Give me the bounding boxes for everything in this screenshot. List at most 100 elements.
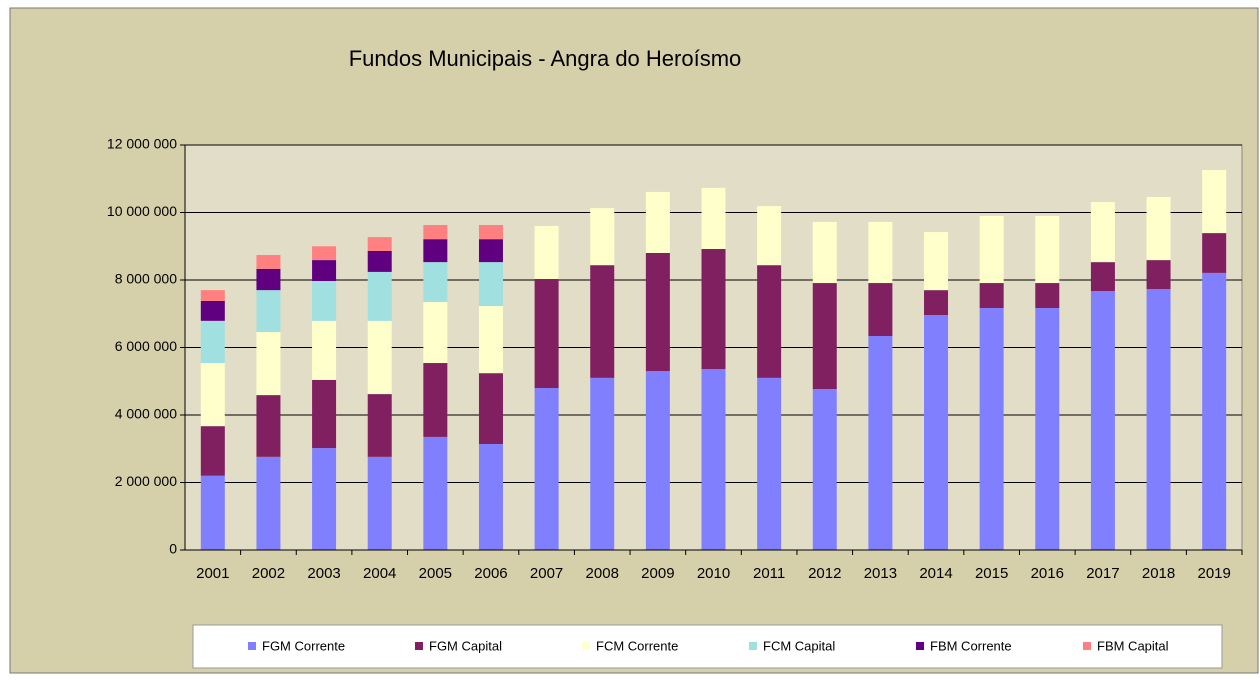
x-tick-label: 2013 [864,565,897,582]
bar-segment [200,320,225,364]
bar-segment [1035,215,1060,284]
x-tick-label: 2003 [307,565,340,582]
bar-segment [701,369,726,550]
bar-segment [645,253,670,372]
bar-segment [645,191,670,253]
bar-segment [868,283,893,337]
bar-segment [1090,262,1115,292]
y-tick-label: 12 000 000 [107,136,177,152]
bar-segment [478,262,503,306]
x-tick-label: 2009 [641,565,674,582]
y-tick-label: 10 000 000 [107,203,177,219]
bar-segment [256,255,281,269]
bar-segment [423,363,448,437]
bar-segment [924,232,949,291]
bar-segment [757,206,782,266]
bar-segment [979,283,1004,309]
bar-segment [423,262,448,302]
bar-segment [312,260,337,282]
bar-segment [1035,283,1060,309]
bar-segment [590,265,615,378]
bar-segment [423,436,448,550]
bar-segment [478,239,503,263]
bar-segment [200,300,225,321]
bar-segment [757,265,782,378]
y-tick-label: 6 000 000 [115,338,177,354]
bar-segment [367,456,392,550]
x-tick-label: 2005 [419,565,452,582]
x-tick-label: 2015 [975,565,1008,582]
bar-segment [200,426,225,476]
y-tick-label: 8 000 000 [115,271,177,287]
bar-segment [590,208,615,266]
bar-segment [868,336,893,550]
bar-segment [868,221,893,284]
bar-segment [1146,196,1171,261]
x-tick-label: 2007 [530,565,563,582]
legend-label: FBM Corrente [930,638,1012,653]
bar-segment [312,246,337,261]
x-tick-label: 2016 [1031,565,1064,582]
bar-segment [701,187,726,249]
bar-segment [200,475,225,550]
bar-segment [1035,308,1060,550]
bar-segment [924,315,949,550]
legend-swatch [1083,642,1091,650]
bar-segment [478,444,503,550]
bar-segment [423,224,448,240]
bar-segment [1090,291,1115,550]
bar-segment [812,283,837,390]
legend-label: FCM Corrente [596,638,678,653]
bar-segment [979,215,1004,284]
bar-segment [1146,289,1171,550]
bar-segment [367,394,392,457]
bar-segment [812,389,837,550]
bar-segment [534,226,559,279]
y-tick-label: 0 [169,541,177,557]
bar-segment [757,377,782,550]
x-tick-label: 2018 [1142,565,1175,582]
bar-segment [478,224,503,240]
y-tick-label: 2 000 000 [115,473,177,489]
bar-segment [312,448,337,550]
bar-segment [701,248,726,370]
x-tick-label: 2010 [697,565,730,582]
x-tick-label: 2001 [196,565,229,582]
bar-segment [534,278,559,388]
bar-segment [312,320,337,380]
bar-segment [645,371,670,550]
bar-segment [256,268,281,291]
bar-segment [256,331,281,396]
bar-segment [534,388,559,550]
bar-segment [367,250,392,272]
bar-segment [1202,169,1227,234]
bar-segment [256,456,281,550]
x-tick-label: 2008 [586,565,619,582]
x-tick-label: 2019 [1197,565,1230,582]
x-tick-label: 2014 [919,565,952,582]
x-tick-label: 2006 [474,565,507,582]
bar-segment [367,271,392,321]
legend-label: FBM Capital [1097,638,1169,653]
bar-segment [812,221,837,284]
bar-segment [423,301,448,364]
bar-segment [200,290,225,301]
bar-segment [979,308,1004,550]
bar-segment [312,379,337,449]
legend-label: FGM Capital [429,638,502,653]
bar-segment [590,377,615,550]
legend-swatch [749,642,757,650]
bar-segment [1202,233,1227,273]
bar-segment [312,281,337,321]
legend-swatch [582,642,590,650]
y-tick-label: 4 000 000 [115,406,177,422]
x-tick-label: 2011 [753,565,785,582]
bar-segment [256,395,281,457]
bar-segment [367,320,392,395]
bar-segment [478,373,503,445]
legend-swatch [916,642,924,650]
legend-swatch [415,642,423,650]
legend-label: FCM Capital [763,638,835,653]
bar-segment [367,237,392,251]
